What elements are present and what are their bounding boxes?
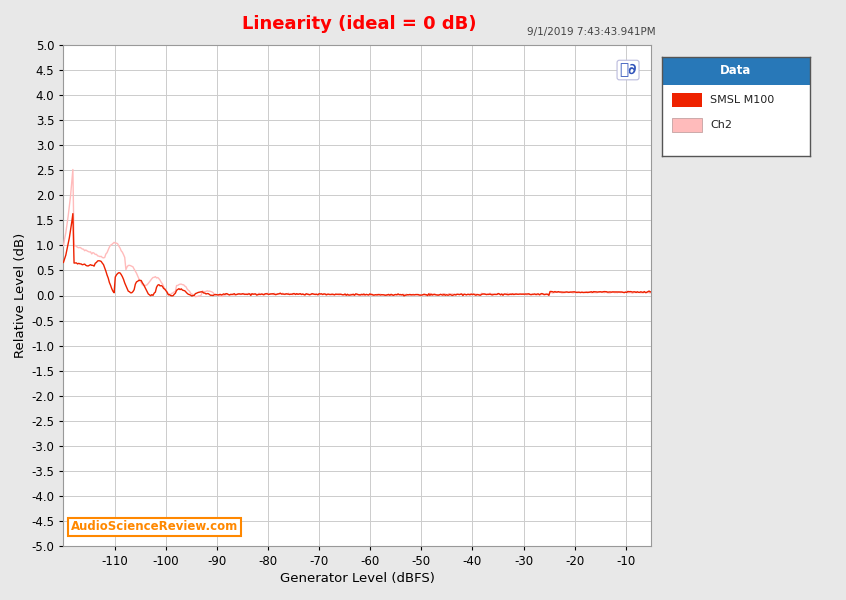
Y-axis label: Relative Level (dB): Relative Level (dB) xyxy=(14,233,27,358)
Text: Ⓐ∂: Ⓐ∂ xyxy=(619,62,637,77)
Text: Linearity (ideal = 0 dB): Linearity (ideal = 0 dB) xyxy=(242,15,477,33)
Text: 9/1/2019 7:43:43.941PM: 9/1/2019 7:43:43.941PM xyxy=(527,27,656,37)
Bar xyxy=(672,92,701,107)
Bar xyxy=(662,57,810,85)
Text: Data: Data xyxy=(720,64,751,77)
X-axis label: Generator Level (dBFS): Generator Level (dBFS) xyxy=(280,572,435,585)
Text: AudioScienceReview.com: AudioScienceReview.com xyxy=(70,520,238,533)
Text: Ch2: Ch2 xyxy=(711,121,733,130)
Text: SMSL M100: SMSL M100 xyxy=(711,95,775,104)
Bar xyxy=(672,118,701,132)
